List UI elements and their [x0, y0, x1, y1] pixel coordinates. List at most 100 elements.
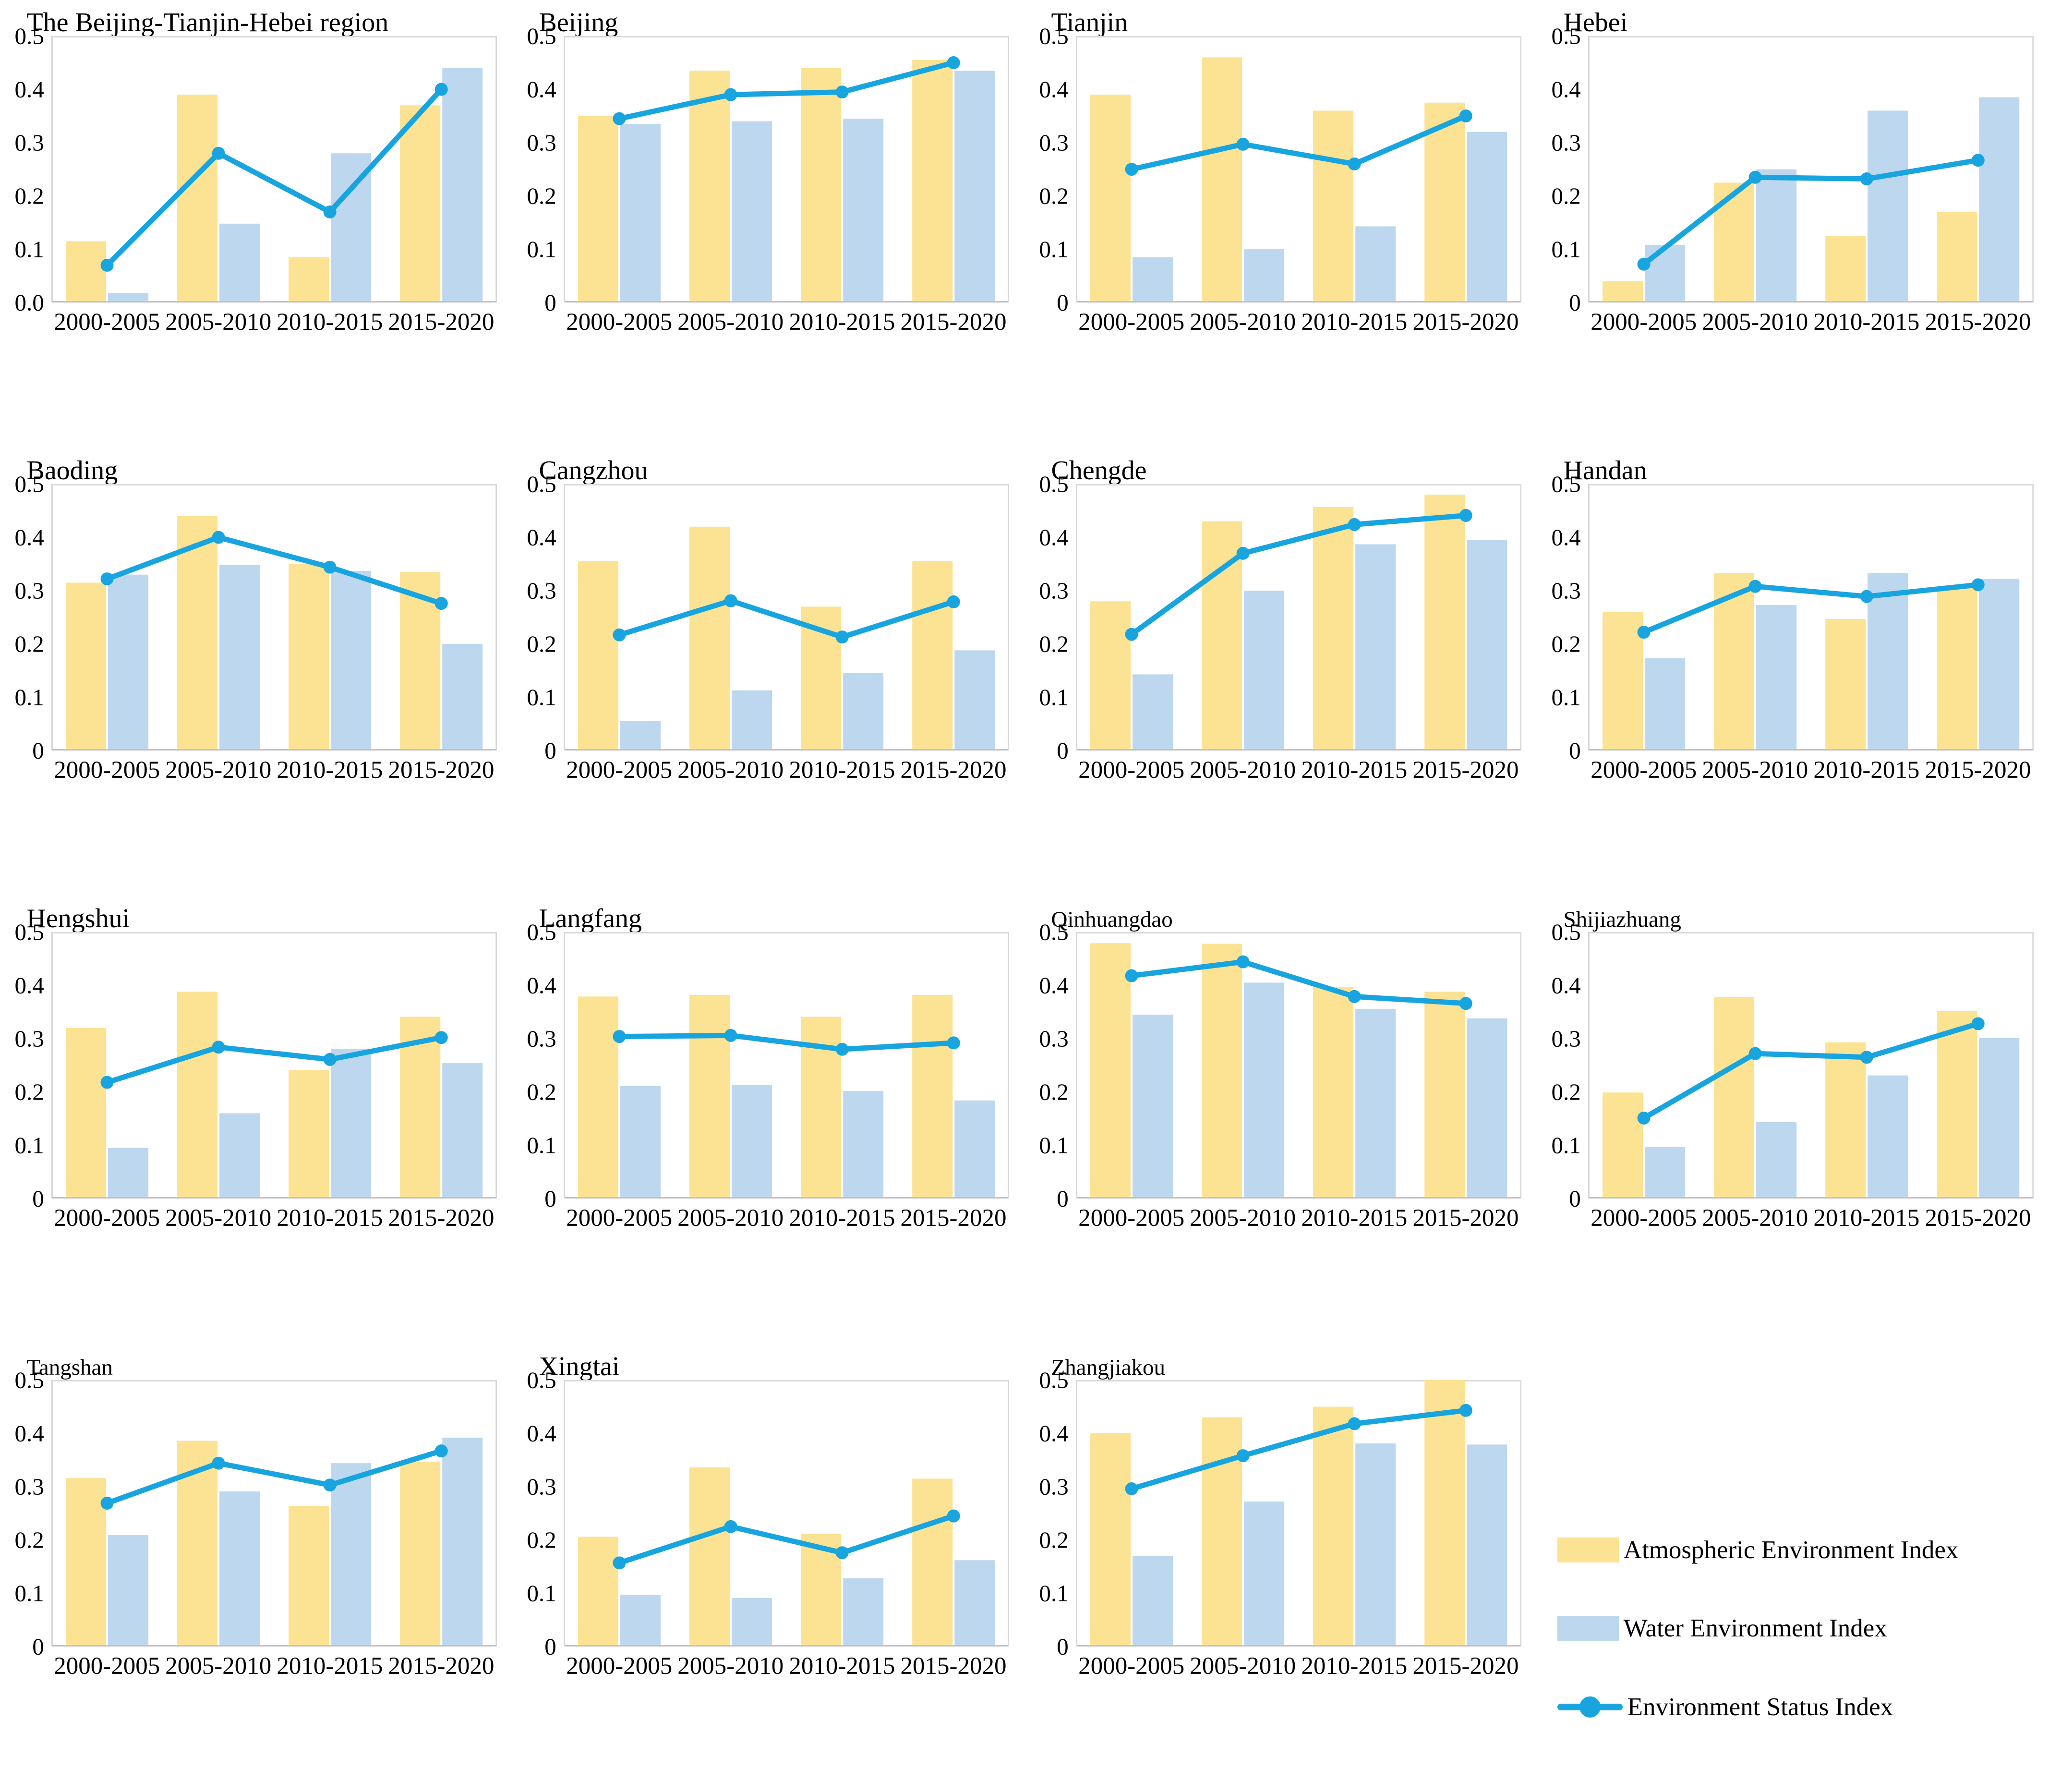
plot-area	[1075, 36, 1521, 303]
bar-water	[1243, 590, 1284, 751]
panel-title: Chengde	[1051, 455, 1147, 485]
line-point	[1125, 1482, 1138, 1495]
x-axis-tick-label: 2000-2005	[566, 756, 673, 784]
y-axis-tick-label: 0	[32, 1185, 44, 1212]
bar-water	[108, 1535, 148, 1647]
y-axis-tick-label: 0.4	[14, 972, 44, 999]
panel-title: Beijing	[539, 7, 618, 37]
panel-title: The Beijing-Tianjin-Hebei region	[26, 7, 389, 37]
bar-atmospheric	[578, 116, 618, 303]
panel-title: Hengshui	[26, 903, 130, 933]
bar-water	[1355, 544, 1396, 751]
x-axis-tick-label: 2010-2015	[789, 1204, 895, 1232]
y-axis-tick-label: 0	[32, 737, 44, 764]
line-point	[1348, 990, 1361, 1003]
bar-water	[1978, 1038, 2019, 1199]
panel-title: Xingtai	[539, 1351, 620, 1381]
bar-atmospheric	[1201, 1417, 1242, 1647]
x-axis-tick-label: 2005-2010	[1702, 308, 1808, 336]
bar-atmospheric	[177, 516, 217, 751]
bar-water	[1466, 1444, 1507, 1647]
line-point	[212, 531, 225, 544]
line-point	[323, 1053, 337, 1066]
bar-atmospheric	[65, 241, 106, 303]
y-axis-tick-label: 0.2	[1039, 630, 1069, 657]
y-axis-tick-label: 0.5	[1551, 919, 1581, 945]
line-point	[323, 1478, 337, 1491]
panel-title: Tangshan	[26, 1355, 113, 1380]
line-point	[323, 560, 337, 574]
x-axis-tick-label: 2010-2015	[789, 756, 895, 784]
y-axis-tick-label: 0.2	[14, 630, 44, 657]
x-axis-tick-label: 2000-2005	[1078, 756, 1185, 784]
bar-atmospheric	[912, 994, 952, 1199]
y-axis-tick-label: 0.3	[1039, 577, 1069, 604]
bar-water	[1867, 573, 1908, 751]
chart-panel-the-beijing-tianjin-hebei-region: The Beijing-Tianjin-Hebei region 0.0 0.1 0.…	[0, 0, 512, 448]
plot-area	[1588, 36, 2034, 303]
plot-area	[51, 932, 497, 1199]
line-point	[1459, 109, 1472, 122]
x-axis-tick-label: 2000-2005	[566, 1204, 673, 1232]
bar-atmospheric	[1313, 986, 1353, 1199]
x-axis-tick-label: 2015-2020	[900, 1652, 1007, 1680]
y-axis-tick-label: 0	[544, 737, 556, 764]
bar-water	[843, 672, 883, 751]
bar-atmospheric	[1936, 1010, 1977, 1199]
bar-atmospheric	[800, 68, 841, 303]
bar-atmospheric	[288, 1070, 329, 1199]
x-axis-tick-label: 2005-2010	[677, 756, 784, 784]
bar-atmospheric	[1313, 1406, 1353, 1647]
bar-atmospheric	[65, 1028, 106, 1199]
y-axis-tick-label: 0.3	[14, 1025, 44, 1052]
x-axis-tick-label: 2000-2005	[1591, 1204, 1697, 1232]
bar-water	[1466, 132, 1507, 303]
legend-line-dot	[1579, 1696, 1601, 1718]
bar-water	[1756, 605, 1796, 751]
bar-atmospheric	[1825, 1042, 1866, 1199]
line-point	[835, 1042, 849, 1056]
bar-water	[219, 223, 260, 303]
chart-panel-tianjin: Tianjin 0 0.1 0.2 0.3 0.4 0.5 2000-2005 2005-201…	[1024, 0, 1537, 448]
panel-title: Baoding	[26, 455, 118, 485]
y-axis-tick-label: 0.5	[527, 23, 556, 49]
line-point	[724, 594, 737, 607]
bar-water	[1132, 1014, 1173, 1199]
bar-atmospheric	[65, 582, 106, 751]
bar-water	[442, 68, 482, 303]
y-axis-tick-label: 0.5	[1039, 1367, 1069, 1393]
bar-water	[620, 721, 661, 751]
y-axis-tick-label: 0.2	[1039, 1078, 1069, 1105]
panel-title: Zhangjiakou	[1051, 1355, 1166, 1380]
chart-panel-zhangjiakou: Zhangjiakou 0 0.1 0.2 0.3 0.4 0.5 2000-2005 2005…	[1024, 1344, 1537, 1792]
bar-water	[442, 1063, 482, 1199]
bar-atmospheric	[912, 1478, 952, 1647]
bar-atmospheric	[912, 60, 952, 303]
x-axis-tick-label: 2015-2020	[900, 756, 1007, 784]
x-axis-tick-label: 2015-2020	[1925, 308, 2031, 336]
bar-water	[219, 1113, 260, 1199]
bar-atmospheric	[1713, 997, 1754, 1199]
bar-atmospheric	[1602, 612, 1643, 751]
legend-label-status: Environment Status Index	[1627, 1693, 1893, 1721]
y-axis-tick-label: 0.5	[1551, 471, 1581, 497]
bar-water	[1355, 226, 1396, 303]
x-axis-tick-label: 2000-2005	[54, 308, 160, 336]
x-axis-tick-label: 2000-2005	[54, 1204, 160, 1232]
y-axis-tick-label: 0.3	[1039, 129, 1069, 156]
chart-panel-tangshan: Tangshan 0 0.1 0.2 0.3 0.4 0.5 2000-2005 2005-20…	[0, 1344, 512, 1792]
y-axis-tick-label: 0.3	[1551, 577, 1581, 604]
y-axis-tick-label: 0.2	[14, 182, 44, 209]
panel-title: Cangzhou	[539, 455, 648, 485]
bar-water	[1355, 1443, 1396, 1647]
chart-panel-beijing: Beijing 0 0.1 0.2 0.3 0.4 0.5 2000-2005 2005-201…	[512, 0, 1024, 448]
y-axis-tick-label: 0.0	[14, 289, 44, 316]
y-axis-tick-label: 0	[1569, 289, 1581, 316]
x-axis-tick-label: 2005-2010	[165, 1204, 272, 1232]
y-axis-tick-label: 0	[1057, 1185, 1069, 1212]
x-axis-tick-label: 2000-2005	[566, 308, 673, 336]
y-axis-tick-label: 0.4	[527, 1420, 556, 1447]
x-axis-tick-label: 2015-2020	[388, 756, 494, 784]
bar-atmospheric	[1201, 57, 1242, 303]
y-axis-tick-label: 0.5	[14, 471, 44, 497]
